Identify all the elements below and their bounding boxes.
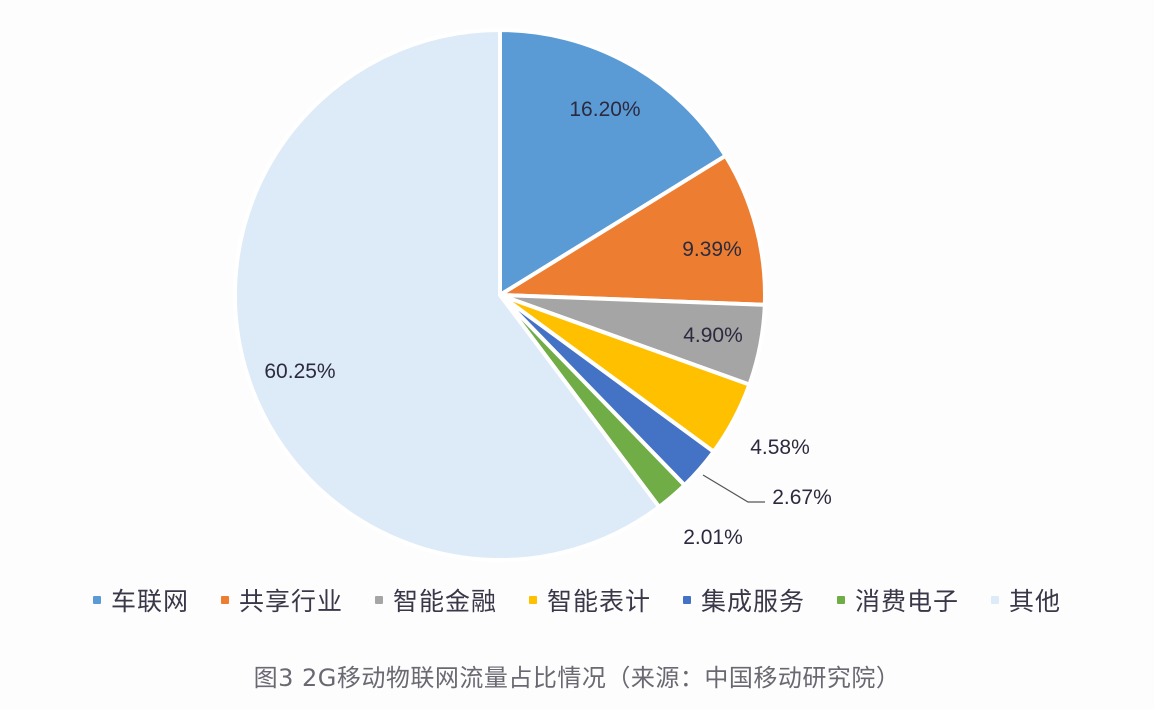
legend-item-smart-finance: 智能金融: [374, 582, 497, 618]
legend-item-smart-metering: 智能表计: [528, 582, 651, 618]
legend-swatch-icon: [991, 596, 1000, 604]
legend-label: 集成服务: [701, 587, 806, 616]
legend-swatch-icon: [528, 596, 537, 604]
legend-swatch-icon: [837, 596, 846, 604]
pie-slice-sharing-industry: [498, 153, 767, 307]
pie-chart: 16.20% 9.39% 4.90% 4.58% 2.67% 2.01% 60.25%: [233, 28, 832, 562]
data-label-smart-metering: 4.58%: [750, 436, 810, 459]
data-label-consumer-electronics: 2.01%: [683, 526, 743, 549]
chart-legend: 车联网 共享行业 智能金融 智能表计 集成服务 消费电子 其他: [0, 580, 1154, 620]
legend-label: 智能金融: [392, 587, 497, 616]
legend-item-integrated-services: 集成服务: [683, 582, 805, 618]
legend-label: 共享行业: [238, 587, 343, 616]
data-label-smart-finance: 4.90%: [683, 324, 743, 347]
data-label-integrated-services: 2.67%: [772, 486, 832, 509]
legend-label: 消费电子: [855, 587, 960, 616]
legend-label: 其他: [1009, 587, 1062, 616]
figure-caption: 图3 2G移动物联网流量占比情况（来源：中国移动研究院）: [253, 664, 901, 692]
pie-slice-other: [233, 28, 662, 562]
legend-label: 车联网: [110, 587, 189, 616]
data-label-connected-vehicles: 16.20%: [569, 98, 640, 121]
pie-slice-connected-vehicles: [498, 28, 728, 297]
legend-item-connected-vehicles: 车联网: [92, 582, 189, 618]
legend-swatch-icon: [683, 596, 691, 604]
legend-item-consumer-electronics: 消费电子: [837, 582, 959, 618]
legend-swatch-icon: [92, 596, 101, 604]
legend-item-other: 其他: [991, 582, 1061, 618]
legend-item-sharing-industry: 共享行业: [220, 582, 343, 618]
data-label-sharing-industry: 9.39%: [682, 238, 742, 261]
legend-label: 智能表计: [546, 587, 651, 616]
leader-line: [702, 474, 765, 503]
legend-swatch-icon: [374, 596, 383, 604]
legend-swatch-icon: [220, 596, 229, 604]
data-label-other: 60.25%: [264, 360, 335, 383]
